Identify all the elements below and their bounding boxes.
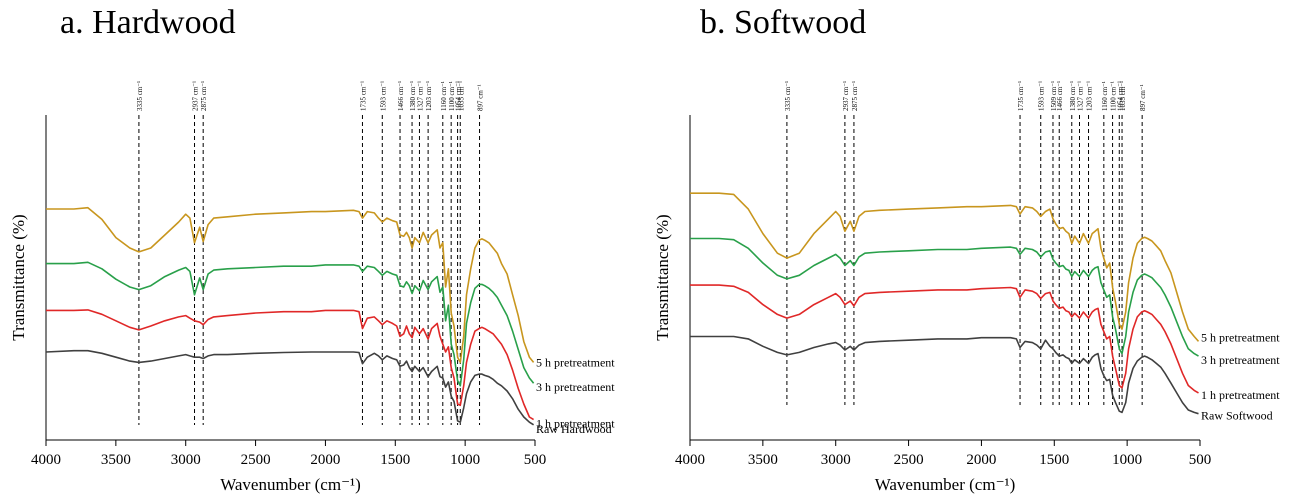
series-label-raw-hardwood: Raw Hardwood [536,422,612,436]
x-tick-label: 3500 [101,452,131,468]
reference-label-1466-cm: 1466 cm⁻¹ [397,81,405,111]
x-axis-label: Wavenumber (cm⁻¹) [220,475,361,494]
series-label-5-h-pretreatment: 5 h pretreatment [1201,330,1280,344]
series-line-raw-softwood [690,335,1199,415]
reference-label-1035-cm: 1035 cm⁻¹ [457,81,465,111]
reference-label-1054-cm: 1054 cm⁻¹ [1116,81,1124,111]
reference-label-1054-cm: 1054 cm⁻¹ [455,81,463,111]
x-tick-label: 2000 [966,452,996,468]
panel-hardwood: a. Hardwood 4000 3500 3000 2500 2000 1500 1000… [0,0,645,495]
reference-label-1327-cm: 1327 cm⁻¹ [416,81,424,111]
x-tick-label: 2000 [310,452,340,468]
reference-label-1203-cm: 1203 cm⁻¹ [1086,81,1094,111]
x-axis-label: Wavenumber (cm⁻¹) [875,475,1016,494]
x-tick-label: 1500 [380,452,410,468]
reference-label-897-cm: 897 cm⁻¹ [1139,84,1147,111]
panel-softwood: b. Softwood 4000 3500 3000 2500 2000 1500 1000… [645,0,1295,495]
series-label-3-h-pretreatment: 3 h pretreatment [536,380,615,394]
x-tick-label: 500 [1189,452,1212,468]
series-label-1-h-pretreatment: 1 h pretreatment [1201,388,1280,402]
y-axis-label: Transmittance (%) [653,214,672,340]
reference-label-897-cm: 897 cm⁻¹ [477,84,485,111]
series-label-3-h-pretreatment: 3 h pretreatment [1201,353,1280,367]
series-line-5-h-pretreatment [690,192,1200,342]
x-tick-label: 3500 [748,452,778,468]
x-tick-label: 2500 [241,452,271,468]
reference-label-1735-cm: 1735 cm⁻¹ [359,81,367,111]
reference-label-1160-cm: 1160 cm⁻¹ [1101,81,1109,111]
x-tick-label: 1000 [1112,452,1142,468]
reference-label-2937-cm: 2937 cm⁻¹ [192,81,200,111]
series-label-1-h-pretreatment: 1 h pretreatment [536,417,615,431]
reference-label-3335-cm: 3335 cm⁻¹ [136,81,144,111]
x-tick-label: 2500 [894,452,924,468]
reference-label-1380-cm: 1380 cm⁻¹ [1069,81,1077,111]
reference-label-1100-cm: 1100 cm⁻¹ [1110,81,1118,111]
x-tick-label: 3000 [171,452,201,468]
reference-label-1160-cm: 1160 cm⁻¹ [440,81,448,111]
reference-label-1593-cm: 1593 cm⁻¹ [1038,81,1046,111]
hardwood-ftir-chart: 4000 3500 3000 2500 2000 1500 1000 500 Wavenumbe… [9,81,615,494]
x-tick-label: 4000 [31,452,61,468]
series-line-raw-hardwood [45,349,535,426]
reference-label-1466-cm: 1466 cm⁻¹ [1056,81,1064,111]
x-tick-label: 3000 [821,452,851,468]
x-tick-label: 1500 [1039,452,1069,468]
series-label-raw-softwood: Raw Softwood [1201,409,1273,423]
reference-label-1735-cm: 1735 cm⁻¹ [1017,81,1025,111]
reference-label-1593-cm: 1593 cm⁻¹ [379,81,387,111]
reference-label-1100-cm: 1100 cm⁻¹ [448,81,456,111]
series-line-1-h-pretreatment [46,309,535,421]
reference-label-1380-cm: 1380 cm⁻¹ [409,81,417,111]
reference-label-1203-cm: 1203 cm⁻¹ [425,81,433,111]
x-tick-label: 1000 [450,452,480,468]
softwood-ftir-chart: 4000 3500 3000 2500 2000 1500 1000 500 Wavenumbe… [653,81,1280,494]
y-axis-label: Transmittance (%) [9,214,28,340]
reference-label-2875-cm: 2875 cm⁻¹ [200,81,208,111]
panel-title: b. Softwood [700,4,867,41]
series-line-3-h-pretreatment [46,261,535,387]
reference-label-1035-cm: 1035 cm⁻¹ [1119,81,1127,111]
reference-label-1509-cm: 1509 cm⁻¹ [1050,81,1058,111]
reference-label-2875-cm: 2875 cm⁻¹ [851,81,859,111]
x-tick-label: 4000 [675,452,705,468]
series-line-5-h-pretreatment [46,206,535,364]
series-label-5-h-pretreatment: 5 h pretreatment [536,355,615,369]
series-line-1-h-pretreatment [690,284,1199,394]
panel-title: a. Hardwood [60,4,236,41]
reference-label-1327-cm: 1327 cm⁻¹ [1076,81,1084,111]
series-line-3-h-pretreatment [690,237,1199,357]
reference-label-2937-cm: 2937 cm⁻¹ [842,81,850,111]
reference-label-3335-cm: 3335 cm⁻¹ [784,81,792,111]
x-tick-label: 500 [524,452,547,468]
